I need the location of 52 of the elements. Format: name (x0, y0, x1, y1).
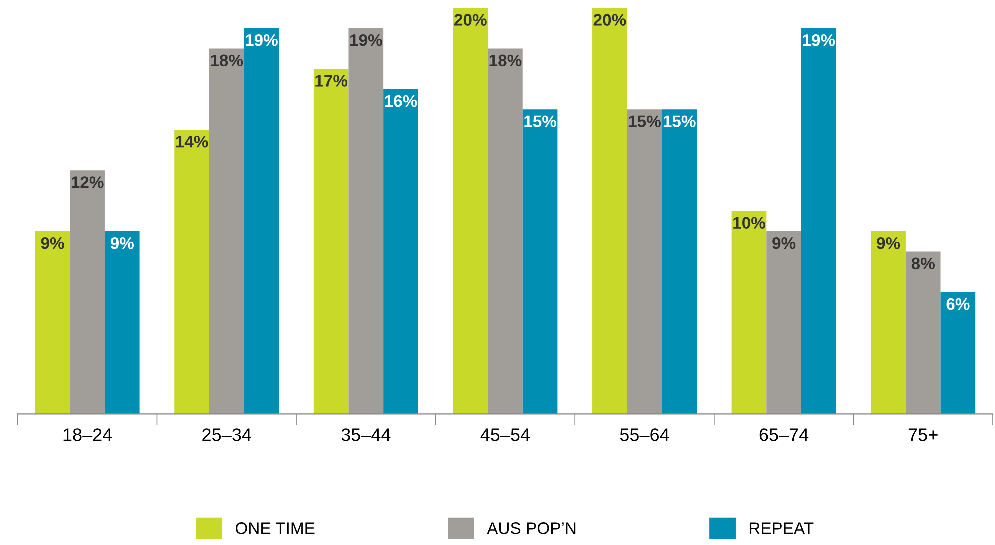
data-label: 15% (629, 116, 661, 128)
bar (174, 130, 210, 414)
data-label: 18% (211, 54, 244, 67)
data-label: 20% (594, 14, 626, 26)
legend-label: ONE TIME (236, 522, 315, 534)
bar (453, 8, 488, 414)
data-label: 17% (316, 75, 348, 87)
bar (627, 110, 662, 414)
bar (104, 231, 140, 414)
data-label: 8% (912, 258, 935, 270)
data-label: 19% (803, 34, 836, 46)
bar (384, 89, 418, 414)
x-tick-label: 65–74 (760, 428, 809, 442)
bar (35, 231, 70, 414)
data-label: 15% (664, 116, 696, 128)
data-label: 19% (246, 34, 278, 46)
bar (348, 28, 384, 414)
legend-label: AUS POP’N (487, 522, 576, 534)
bar (766, 231, 802, 414)
bar (592, 8, 628, 414)
bar (522, 110, 558, 414)
legend-label: REPEAT (750, 522, 814, 534)
x-tick-label: 75+ (908, 428, 938, 442)
bar (732, 211, 767, 414)
bar (209, 48, 244, 414)
bar (662, 110, 697, 414)
bar (871, 231, 906, 414)
data-label: 10% (734, 217, 766, 229)
bar (314, 69, 349, 414)
x-tick-label: 25–34 (202, 428, 252, 442)
x-tick-label: 45–54 (480, 428, 530, 442)
bar (244, 28, 280, 414)
data-label: 19% (350, 34, 382, 46)
data-label: 6% (946, 298, 970, 310)
data-label: 9% (41, 237, 64, 250)
bar (940, 292, 976, 414)
data-label: 9% (772, 237, 796, 250)
bar (70, 170, 105, 414)
data-label: 9% (877, 237, 900, 250)
x-tick-label: 18–24 (64, 428, 112, 442)
x-tick-label: 35–44 (342, 428, 391, 442)
data-label: 15% (524, 116, 557, 128)
data-label: 14% (176, 136, 208, 148)
bar (906, 252, 941, 414)
data-label: 16% (385, 95, 418, 108)
data-label: 9% (110, 237, 134, 250)
data-label: 20% (454, 14, 487, 26)
bar (801, 28, 836, 414)
bar (488, 48, 523, 414)
x-tick-label: 55–64 (620, 428, 670, 442)
data-label: 12% (72, 176, 104, 188)
data-label: 18% (490, 54, 522, 67)
